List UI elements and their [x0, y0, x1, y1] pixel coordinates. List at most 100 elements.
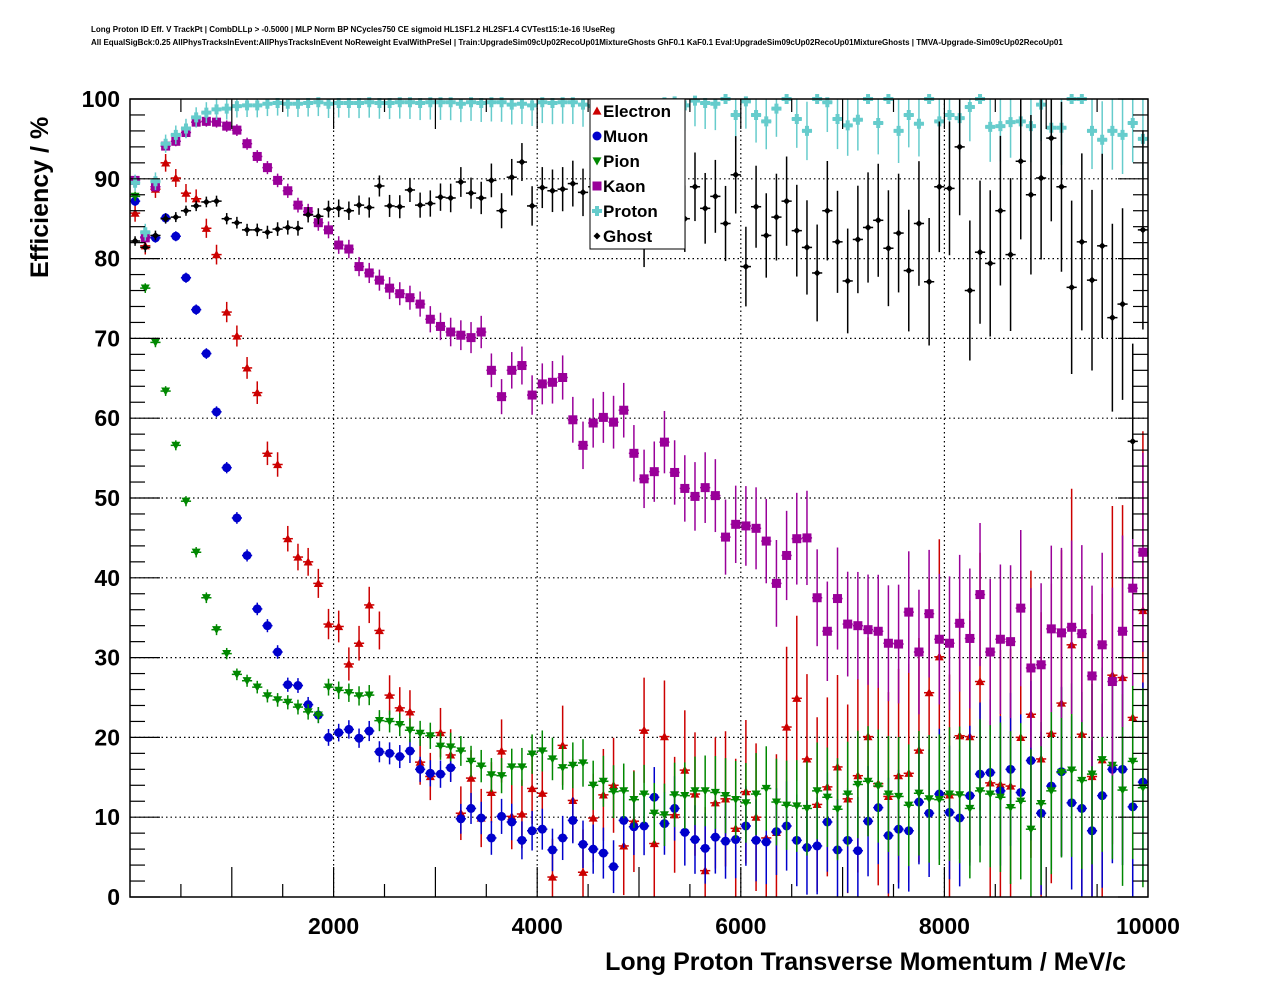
data-point [416, 201, 424, 209]
series-proton [130, 94, 1148, 241]
data-point [364, 268, 374, 278]
data-point [405, 746, 415, 756]
data-point [242, 139, 252, 149]
data-point [283, 698, 293, 707]
data-point [507, 763, 517, 772]
data-point [222, 307, 232, 316]
data-point [700, 97, 711, 108]
data-point [710, 832, 720, 842]
data-point [192, 202, 200, 210]
data-point [578, 759, 588, 768]
data-point [1046, 624, 1056, 634]
data-point [395, 289, 405, 299]
data-point [283, 186, 293, 196]
data-point [527, 390, 537, 400]
data-point [659, 811, 669, 820]
data-point [324, 683, 334, 692]
data-point [578, 440, 588, 450]
legend: Electron Muon Pion Kaon Proton Ghost [589, 98, 686, 250]
data-point [1067, 622, 1077, 632]
data-point [741, 799, 751, 808]
data-point [486, 787, 496, 797]
data-point [639, 790, 649, 799]
data-point [1087, 770, 1097, 779]
data-point [313, 97, 324, 108]
data-point [252, 604, 262, 614]
data-point [853, 780, 863, 789]
series-muon [130, 196, 1148, 897]
data-point [598, 848, 608, 858]
data-point [518, 158, 526, 166]
data-point [527, 100, 538, 111]
data-point [1118, 786, 1128, 795]
data-point [568, 415, 578, 425]
data-point [293, 200, 303, 210]
data-point [1056, 768, 1066, 778]
data-point [1026, 825, 1036, 834]
data-series [130, 94, 1148, 897]
legend-marker-proton [592, 206, 602, 216]
data-point [894, 639, 904, 649]
data-point [517, 809, 527, 818]
data-point [170, 129, 181, 140]
data-point [355, 201, 363, 209]
data-point [476, 762, 486, 771]
data-point [242, 677, 252, 686]
data-point [364, 691, 374, 700]
data-point [1088, 276, 1096, 284]
data-point [751, 790, 761, 799]
data-point [131, 237, 139, 245]
data-point [985, 790, 995, 799]
data-point [598, 777, 608, 786]
data-point [293, 703, 303, 712]
data-point [711, 192, 719, 200]
data-point [527, 826, 537, 836]
data-point [710, 491, 720, 501]
data-point [445, 97, 456, 108]
legend-label-pion: Pion [603, 152, 640, 171]
data-point [1057, 183, 1065, 191]
data-point [354, 97, 365, 108]
data-point [934, 796, 944, 805]
data-point [1097, 134, 1108, 145]
data-point [761, 536, 771, 546]
data-point [751, 835, 761, 845]
data-point [731, 519, 741, 529]
data-point [1138, 547, 1148, 557]
data-point [212, 250, 222, 259]
data-point [740, 96, 751, 107]
data-point [404, 97, 415, 108]
data-point [802, 533, 812, 543]
data-point [405, 726, 415, 735]
data-point [447, 194, 455, 202]
data-point [742, 263, 750, 271]
x-tick-label: 2000 [308, 913, 359, 939]
data-point [844, 277, 852, 285]
data-point [873, 782, 883, 791]
data-point [415, 97, 426, 108]
data-point [231, 101, 242, 112]
data-point [771, 798, 781, 807]
data-point [812, 593, 822, 603]
data-point [273, 459, 283, 469]
data-point [1036, 660, 1046, 670]
data-point [722, 219, 730, 227]
data-point [1087, 671, 1097, 681]
data-point [924, 609, 934, 619]
data-point [252, 151, 262, 161]
data-point [721, 792, 731, 801]
data-point [913, 118, 924, 129]
legend-label-proton: Proton [603, 202, 658, 221]
data-point [466, 333, 476, 343]
data-point [456, 814, 466, 824]
data-point [802, 754, 812, 763]
y-tick-label: 30 [94, 645, 120, 671]
data-point [252, 683, 262, 692]
data-point [222, 463, 232, 473]
data-point [680, 827, 690, 837]
data-point [517, 763, 527, 772]
data-point [527, 750, 537, 759]
data-point [435, 742, 445, 751]
data-point [354, 638, 364, 647]
